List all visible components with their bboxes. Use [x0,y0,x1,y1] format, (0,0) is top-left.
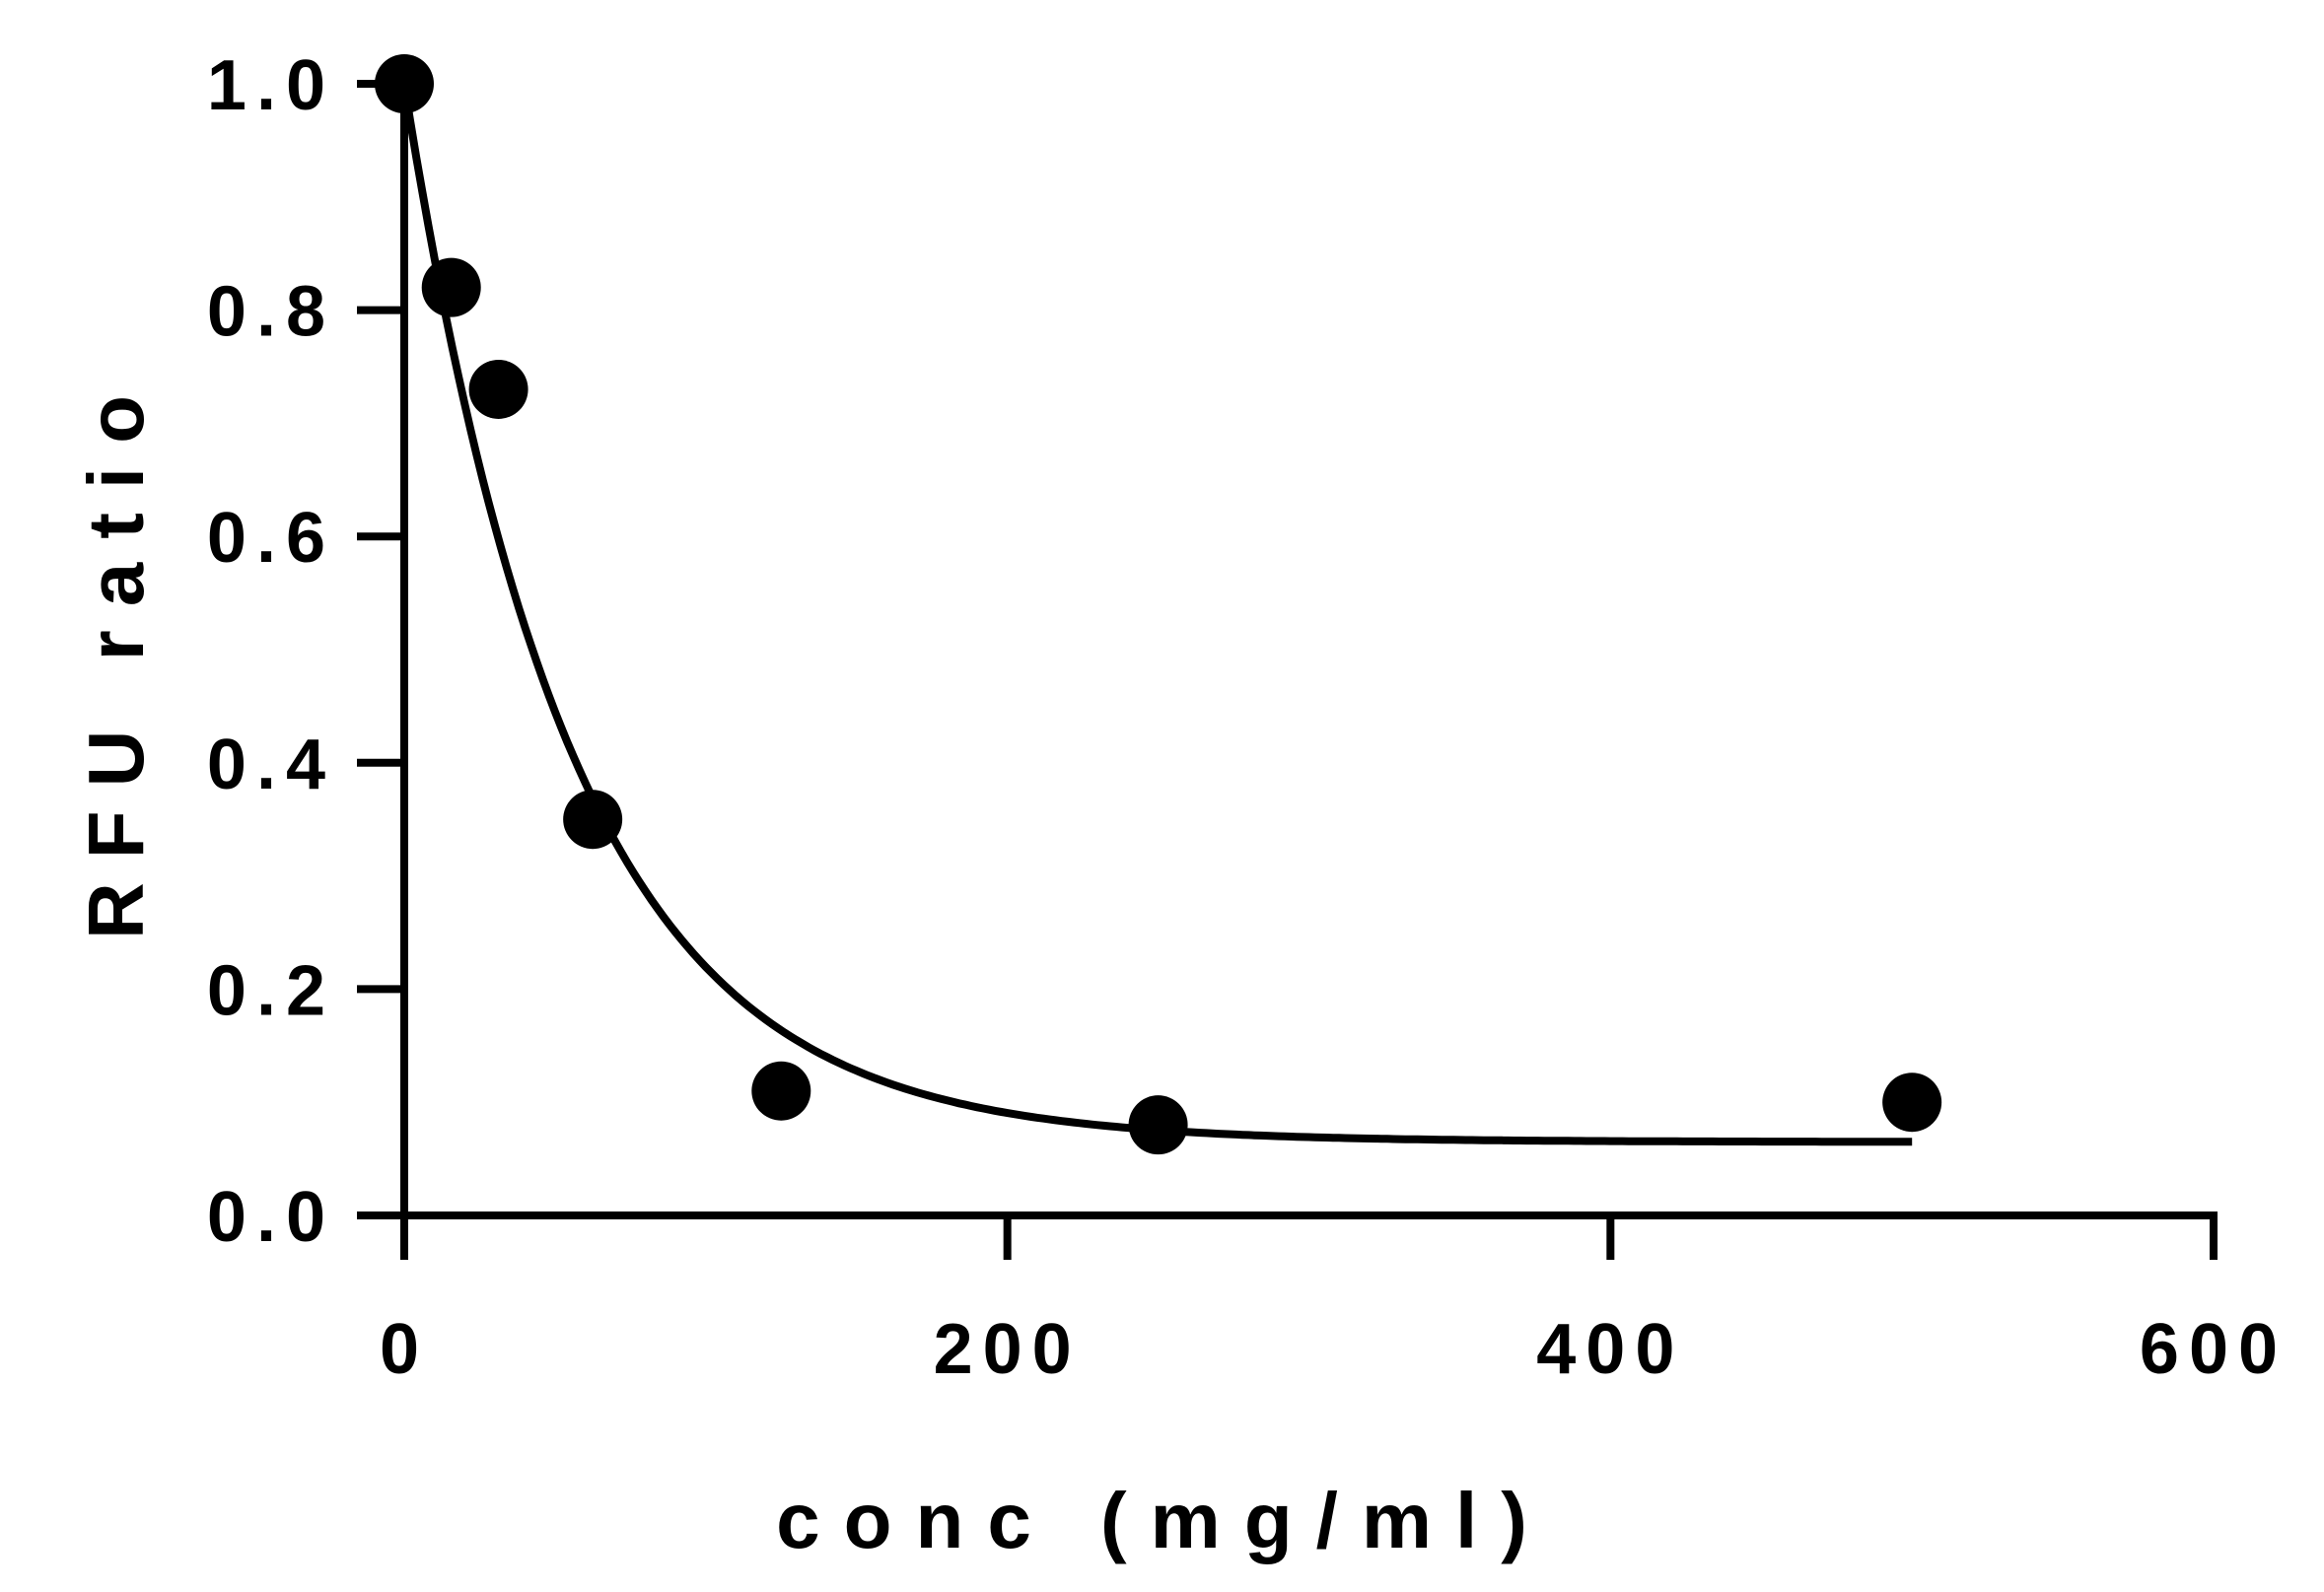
y-tick-label: 0.6 [207,499,335,578]
data-point [421,257,481,317]
data-point [1882,1073,1942,1133]
data-point [375,54,434,113]
data-point [1128,1095,1188,1155]
y-tick-label: 0.4 [207,726,335,804]
x-tick-label: 0 [380,1310,429,1389]
y-tick-label: 1.0 [207,46,335,125]
x-axis-title: conc (mg/ml) [776,1477,1551,1564]
x-tick-label: 400 [1536,1310,1684,1389]
x-ticks: 0 200 400 600 [380,1215,2288,1389]
y-tick-label: 0.0 [207,1178,335,1257]
x-tick-label: 600 [2140,1310,2288,1389]
fit-curve-group [400,83,1913,1146]
data-points [375,54,1942,1155]
y-tick-label: 0.8 [207,273,335,352]
fit-curve [400,83,1913,1146]
data-point [468,359,528,419]
y-tick-label: 0.2 [207,951,335,1030]
data-point [751,1061,811,1121]
y-ticks: 0.0 0.2 0.4 0.6 0.8 1.0 [207,46,404,1257]
data-point [563,790,623,850]
y-axis-title: RFU ratio [72,372,160,939]
axes [400,80,2218,1219]
x-tick-label: 200 [934,1310,1082,1389]
